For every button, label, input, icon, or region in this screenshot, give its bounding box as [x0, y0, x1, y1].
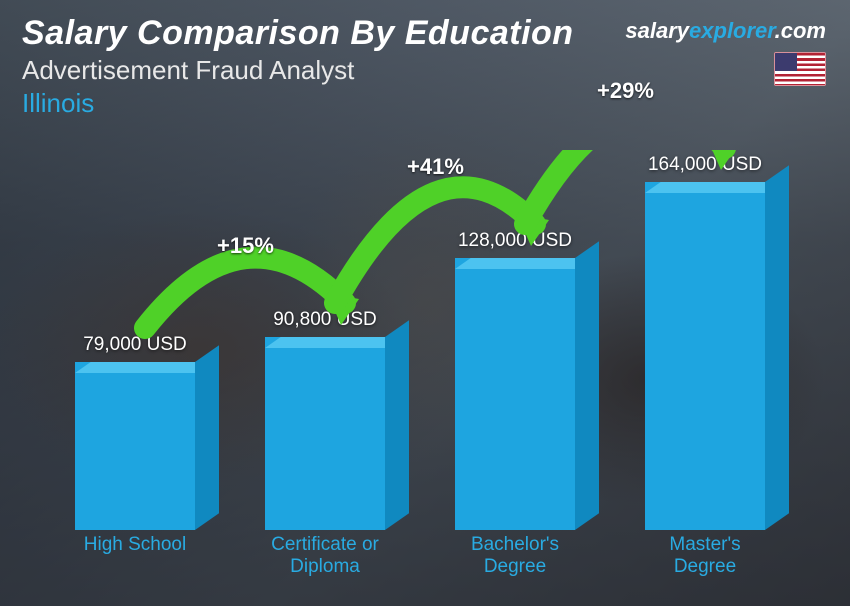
bar	[455, 258, 575, 530]
bar-slot: 90,800 USD	[230, 309, 420, 530]
bar-value-label: 90,800 USD	[273, 309, 377, 331]
bar-chart: 79,000 USD 90,800 USD 128,000 USD 164,000 U…	[40, 150, 800, 580]
bar	[265, 337, 385, 530]
bars-container: 79,000 USD 90,800 USD 128,000 USD 164,000 U…	[40, 150, 800, 530]
bar-slot: 128,000 USD	[420, 230, 610, 530]
bar	[75, 362, 195, 530]
bar-slot: 164,000 USD	[610, 154, 800, 530]
bar	[645, 182, 765, 530]
bar-slot: 79,000 USD	[40, 334, 230, 530]
brand-part3: .com	[775, 18, 826, 43]
chart-location: Illinois	[22, 88, 828, 119]
bar-value-label: 164,000 USD	[648, 154, 762, 176]
flag-icon	[774, 52, 826, 86]
brand-part2: explorer	[689, 18, 775, 43]
x-axis-label: Master'sDegree	[610, 534, 800, 580]
x-axis-label: Bachelor'sDegree	[420, 534, 610, 580]
bar-value-label: 128,000 USD	[458, 230, 572, 252]
chart-subtitle: Advertisement Fraud Analyst	[22, 55, 828, 86]
bar-value-label: 79,000 USD	[83, 334, 187, 356]
x-axis-label: Certificate orDiploma	[230, 534, 420, 580]
x-axis-labels: High SchoolCertificate orDiplomaBachelor…	[40, 534, 800, 580]
x-axis-label: High School	[40, 534, 230, 580]
brand-part1: salary	[625, 18, 689, 43]
brand-logo: salaryexplorer.com	[625, 18, 826, 44]
